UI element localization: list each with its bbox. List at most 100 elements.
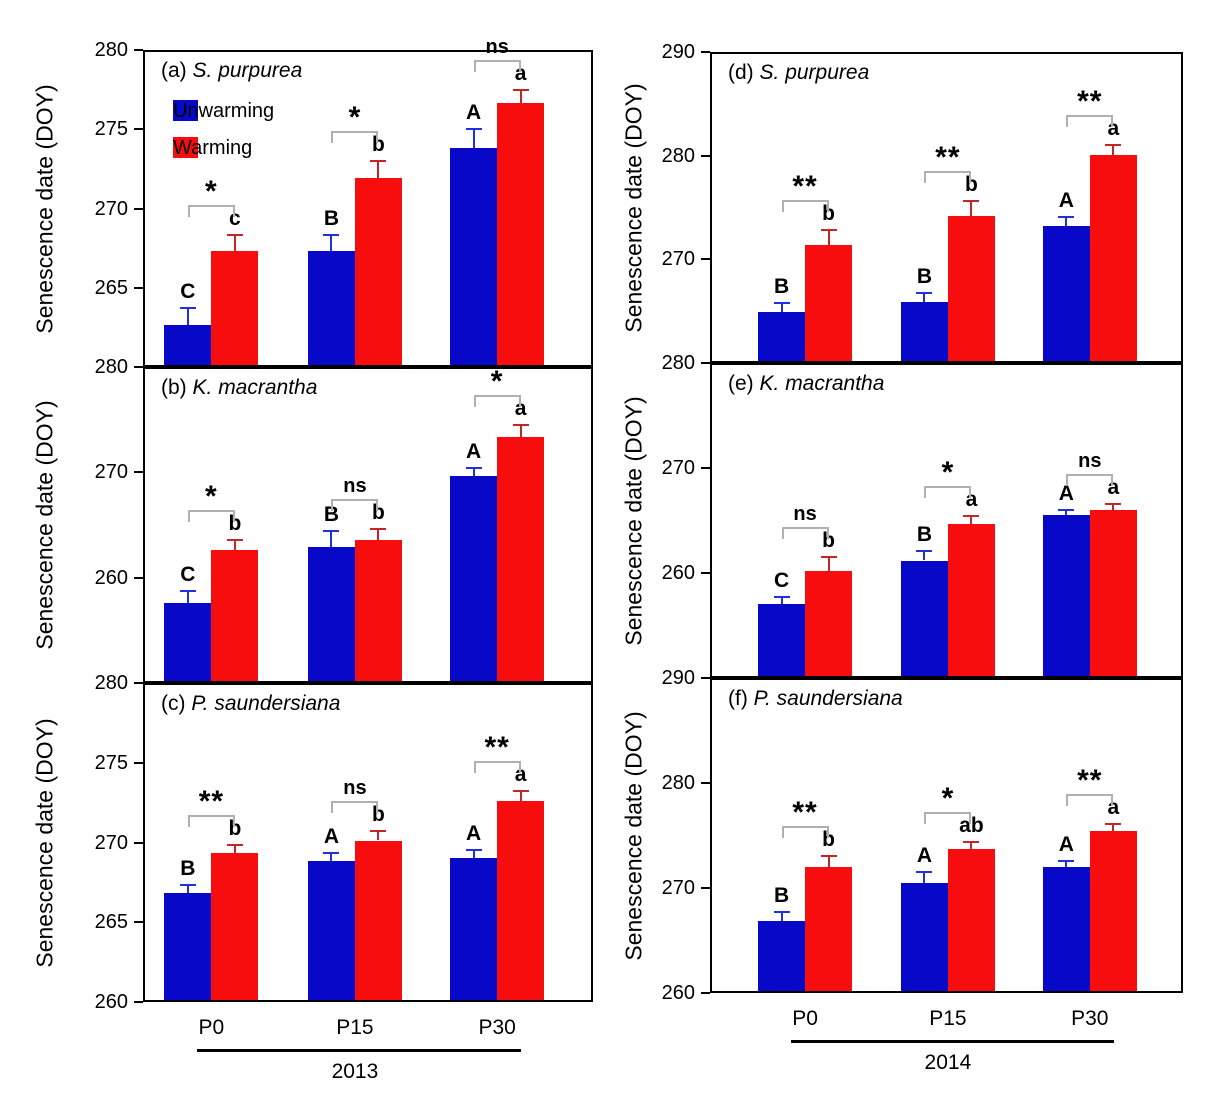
warming-bar: [947, 849, 995, 991]
sig-bracket-end: [187, 205, 190, 218]
sig-bracket-end: [518, 761, 521, 774]
x-tick-label: P30: [478, 1016, 516, 1039]
sig-bracket: [781, 825, 829, 828]
y-tick: [134, 128, 143, 131]
error-bar-cap: [179, 884, 196, 887]
y-tick: [701, 51, 710, 53]
panel-title-prefix: (c): [161, 692, 186, 715]
sig-bracket-end: [1111, 115, 1114, 128]
sig-bracket: [187, 815, 235, 818]
y-tick-label: 280: [94, 356, 128, 378]
sig-label: *: [205, 479, 218, 513]
unwarming-bar: [307, 861, 355, 1000]
sig-bracket-end: [826, 200, 829, 213]
error-bar-stem: [186, 591, 189, 604]
panel-title: (e) K. macrantha: [728, 372, 884, 396]
warming-bar: [947, 215, 995, 361]
sig-bracket-end: [376, 130, 379, 143]
sig-bracket-end: [331, 499, 334, 512]
error-bar-stem: [330, 853, 333, 862]
sig-bracket-end: [331, 800, 334, 813]
error-bar-cap: [512, 424, 529, 427]
error-bar-stem: [186, 885, 189, 894]
letter-label: B: [773, 884, 790, 908]
sig-bracket-end: [187, 815, 190, 828]
unwarming-bar: [1042, 515, 1090, 676]
y-tick-label: 270: [94, 831, 128, 854]
panel-title-species: S. purpurea: [192, 59, 303, 82]
y-tick-label: 290: [661, 667, 695, 689]
sig-bracket-end: [473, 60, 476, 72]
unwarming-bar: [1042, 226, 1090, 361]
letter-label: b: [822, 827, 835, 851]
y-tick: [134, 576, 143, 579]
warming-bar: [497, 800, 545, 1000]
sig-bracket: [331, 800, 379, 803]
warming-bar: [211, 250, 259, 365]
y-tick: [701, 572, 710, 574]
legend-label: Warming: [173, 137, 253, 159]
y-tick: [134, 207, 143, 210]
letter-label: C: [180, 279, 196, 303]
legend-swatch-unwarming: [173, 100, 198, 121]
letter-label: A: [916, 844, 932, 868]
panel-title-prefix: (f): [728, 687, 748, 710]
error-bar-stem: [330, 531, 333, 548]
panel-title-prefix: (b): [161, 376, 187, 399]
error-bar-stem: [472, 468, 475, 476]
sig-bracket-end: [1111, 473, 1114, 486]
y-axis-title: Senescence date (DOY): [31, 83, 58, 334]
sig-bracket-end: [924, 811, 927, 824]
unwarming-bar: [450, 858, 498, 1000]
warming-bar: [1089, 831, 1137, 991]
letter-label: b: [822, 202, 835, 226]
sig-bracket-end: [376, 499, 379, 512]
error-bar-stem: [519, 791, 522, 801]
sig-label: **: [484, 731, 510, 765]
error-bar-stem: [377, 529, 380, 540]
sig-bracket-end: [781, 200, 784, 213]
x-tick-label: P0: [792, 1007, 818, 1030]
y-tick-label: 280: [94, 39, 128, 61]
letter-label: a: [514, 62, 527, 85]
error-bar-stem: [970, 516, 973, 524]
warming-bar: [211, 550, 259, 681]
sig-bracket-end: [1066, 473, 1069, 486]
warming-bar: [211, 853, 259, 1000]
x-tick-label: P0: [198, 1016, 225, 1039]
sig-label: *: [205, 175, 218, 209]
error-bar-stem: [472, 128, 475, 148]
error-bar-stem: [780, 597, 783, 604]
panel-title: (c) P. saundersiana: [161, 692, 340, 716]
x-tick-label: P15: [929, 1007, 967, 1030]
error-bar-cap: [916, 550, 933, 553]
warming-bar: [805, 867, 853, 991]
panel-title-species: P. saundersiana: [191, 692, 341, 715]
error-bar-cap: [512, 790, 529, 793]
x-tick-label: P30: [1071, 1007, 1109, 1030]
error-bar-stem: [1065, 510, 1068, 516]
y-tick-label: 265: [94, 276, 128, 299]
error-bar-stem: [519, 425, 522, 437]
y-tick: [134, 761, 143, 764]
sig-bracket-end: [1066, 794, 1069, 807]
y-tick: [701, 467, 710, 469]
error-bar-cap: [1105, 502, 1122, 505]
sig-bracket-end: [826, 527, 829, 540]
error-bar-cap: [323, 234, 340, 237]
panel-title-prefix: (a): [161, 59, 187, 82]
warming-bar: [354, 539, 402, 681]
sig-bracket-end: [232, 815, 235, 828]
error-bar-stem: [827, 557, 830, 571]
letter-label: A: [466, 822, 482, 846]
y-tick-label: 270: [94, 197, 128, 220]
error-bar-stem: [780, 912, 783, 921]
sig-bracket: [924, 811, 972, 814]
error-bar-stem: [519, 90, 522, 104]
year-underline: [791, 1040, 1114, 1043]
panel-title-species: S. purpurea: [759, 61, 870, 84]
error-bar-cap: [773, 301, 790, 304]
unwarming-bar: [900, 301, 948, 361]
y-tick-label: 280: [661, 772, 695, 794]
sig-bracket: [473, 761, 521, 764]
